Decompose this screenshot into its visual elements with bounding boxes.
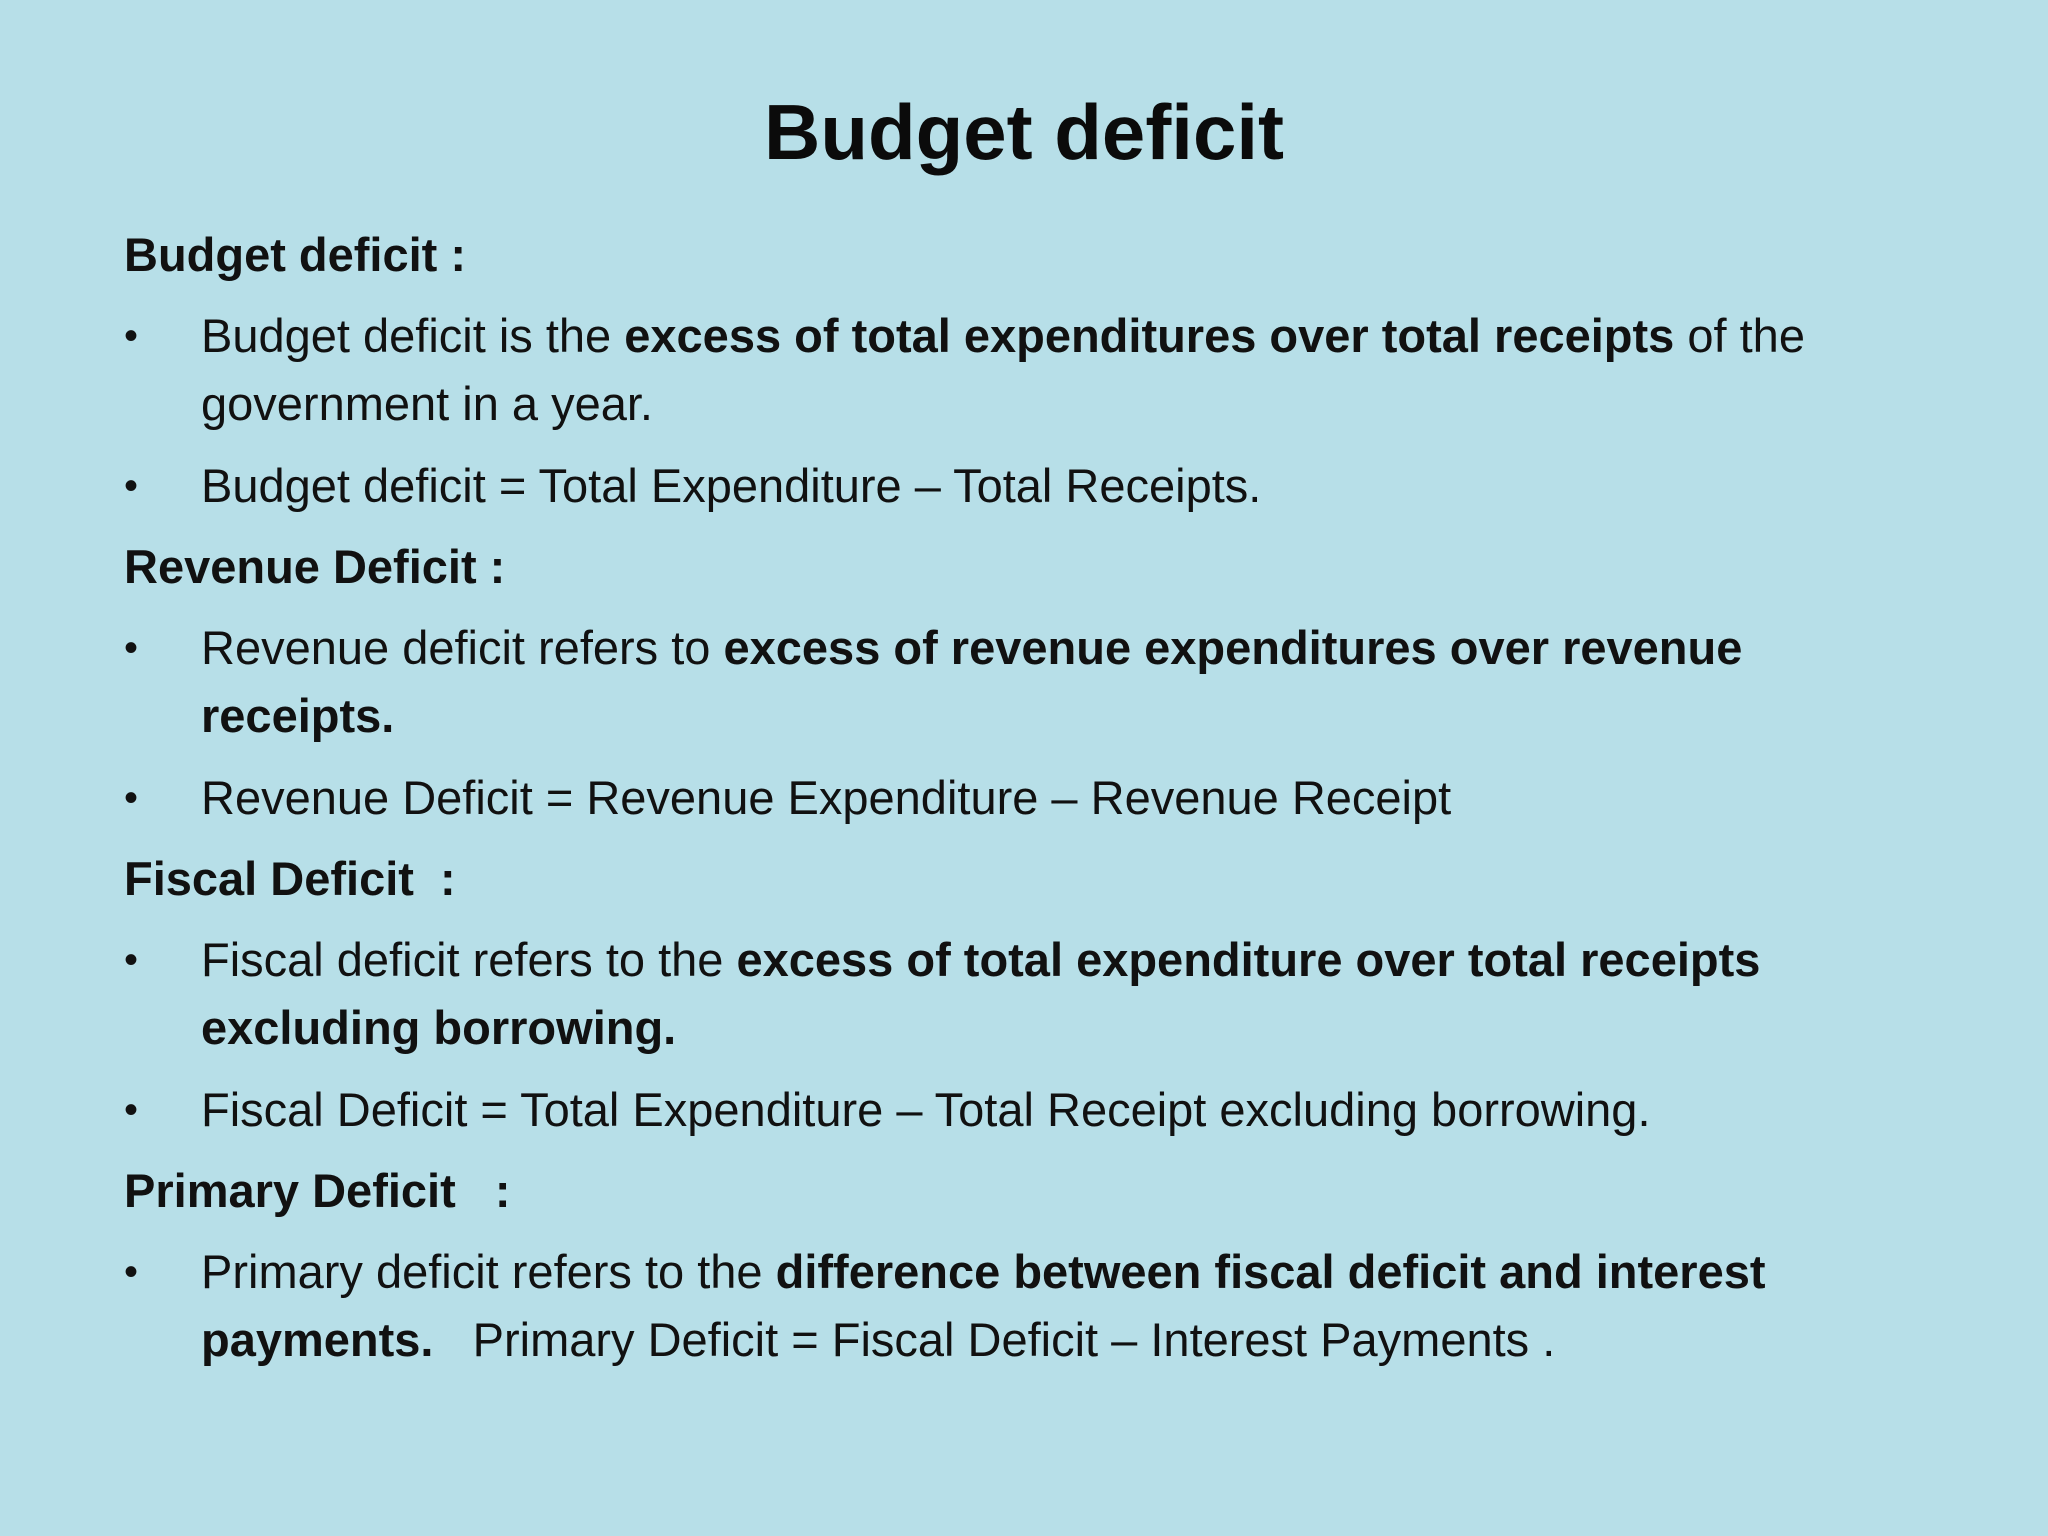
bullet-text: Revenue deficit refers to <box>201 621 724 674</box>
bullet-mark: • <box>124 464 139 508</box>
slide-content: Budget deficit : • Budget deficit is the… <box>124 222 1944 1388</box>
bullet-mark: • <box>124 1088 139 1132</box>
section-heading-budget-deficit: Budget deficit : <box>124 228 467 281</box>
bullet-fiscal-deficit-formula: • Fiscal Deficit = Total Expenditure – T… <box>124 1076 1944 1144</box>
bullet-text: Fiscal Deficit = Total Expenditure – Tot… <box>201 1083 1651 1136</box>
bullet-fiscal-deficit-definition: • Fiscal deficit refers to the excess of… <box>124 926 1944 1062</box>
bullet-mark: • <box>124 626 139 670</box>
bullet-bold-text: excess of total expenditure over total r… <box>201 933 1761 1054</box>
bullet-text: Fiscal deficit refers to the <box>201 933 737 986</box>
bullet-mark: • <box>124 776 139 820</box>
slide-title: Budget deficit <box>764 88 1284 176</box>
bullet-mark: • <box>124 314 139 358</box>
bullet-revenue-deficit-definition: • Revenue deficit refers to excess of re… <box>124 614 1944 750</box>
bullet-text: Revenue Deficit = Revenue Expenditure – … <box>201 771 1452 824</box>
bullet-bold-text: excess of revenue expenditures over reve… <box>201 621 1743 742</box>
bullet-text: Primary deficit refers to the <box>201 1245 776 1298</box>
section-heading-primary-deficit: Primary Deficit : <box>124 1164 511 1217</box>
bullet-budget-deficit-formula: • Budget deficit = Total Expenditure – T… <box>124 452 1944 520</box>
bullet-mark: • <box>124 1250 139 1294</box>
bullet-bold-text: excess of total expenditures over total … <box>624 309 1675 362</box>
bullet-budget-deficit-definition: • Budget deficit is the excess of total … <box>124 302 1944 438</box>
bullet-bold-text: difference between fiscal deficit and in… <box>201 1245 1766 1366</box>
section-heading-revenue-deficit: Revenue Deficit : <box>124 540 506 593</box>
bullet-text: Primary Deficit = Fiscal Deficit – Inter… <box>433 1313 1556 1366</box>
section-heading-fiscal-deficit: Fiscal Deficit : <box>124 852 456 905</box>
bullet-text: of the government in a year. <box>201 309 1805 430</box>
bullet-revenue-deficit-formula: • Revenue Deficit = Revenue Expenditure … <box>124 764 1944 832</box>
bullet-text: Budget deficit = Total Expenditure – Tot… <box>201 459 1262 512</box>
bullet-mark: • <box>124 938 139 982</box>
bullet-text: Budget deficit is the <box>201 309 625 362</box>
bullet-primary-deficit-definition: • Primary deficit refers to the differen… <box>124 1238 1944 1374</box>
